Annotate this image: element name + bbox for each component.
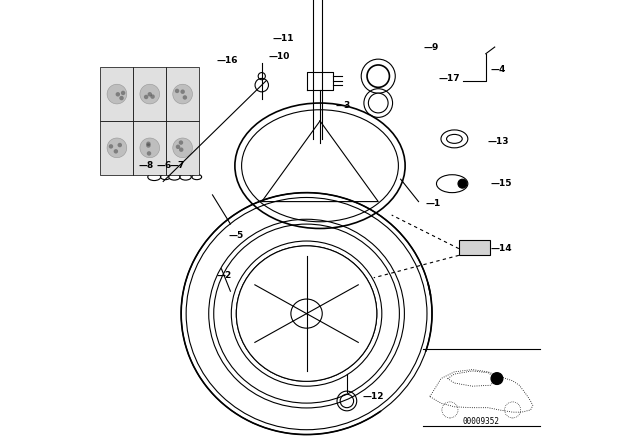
Circle shape: [115, 91, 120, 96]
Text: —4: —4: [490, 65, 506, 74]
Text: —5: —5: [228, 231, 243, 240]
Bar: [166, 121, 199, 175]
Ellipse shape: [291, 299, 323, 328]
Circle shape: [367, 65, 390, 87]
Text: —14: —14: [490, 244, 512, 253]
Text: 00009352: 00009352: [463, 417, 500, 426]
Bar: [100, 121, 133, 175]
Text: —17: —17: [439, 74, 460, 83]
Ellipse shape: [236, 246, 377, 381]
Circle shape: [491, 373, 503, 384]
Circle shape: [458, 179, 467, 188]
Bar: [166, 67, 199, 121]
Circle shape: [117, 151, 122, 156]
Circle shape: [107, 138, 127, 158]
Bar: [459, 240, 490, 255]
Ellipse shape: [180, 174, 191, 180]
Text: —1: —1: [425, 199, 440, 208]
Circle shape: [181, 95, 186, 100]
Text: —8: —8: [139, 161, 154, 170]
Ellipse shape: [192, 174, 202, 180]
Text: —9: —9: [423, 43, 438, 52]
Circle shape: [115, 146, 119, 151]
Text: —12: —12: [362, 392, 384, 401]
Ellipse shape: [169, 174, 180, 180]
Circle shape: [151, 90, 156, 95]
Text: —2: —2: [217, 271, 232, 280]
Text: —13: —13: [488, 137, 509, 146]
Text: —3: —3: [336, 101, 351, 110]
Circle shape: [116, 143, 121, 148]
Circle shape: [177, 88, 181, 92]
Circle shape: [173, 138, 193, 158]
Circle shape: [140, 84, 159, 104]
Circle shape: [147, 148, 152, 152]
Ellipse shape: [161, 174, 170, 180]
Circle shape: [182, 140, 187, 145]
Circle shape: [144, 146, 148, 151]
Circle shape: [120, 89, 124, 94]
Circle shape: [442, 402, 458, 418]
Circle shape: [109, 91, 113, 95]
Circle shape: [173, 84, 193, 104]
Circle shape: [182, 146, 186, 150]
Bar: [133, 121, 166, 175]
Text: —10: —10: [269, 52, 290, 60]
Bar: [133, 67, 166, 121]
Circle shape: [145, 91, 150, 96]
Circle shape: [148, 88, 152, 93]
Circle shape: [140, 138, 159, 158]
Circle shape: [177, 90, 181, 94]
Ellipse shape: [148, 173, 161, 181]
Circle shape: [180, 145, 185, 150]
Text: —7: —7: [170, 161, 186, 170]
Text: —11: —11: [273, 34, 294, 43]
Text: —6: —6: [157, 161, 172, 170]
Circle shape: [369, 93, 388, 113]
Text: —16: —16: [217, 56, 239, 65]
Circle shape: [504, 402, 521, 418]
Circle shape: [147, 146, 151, 151]
Text: —15: —15: [490, 179, 512, 188]
Circle shape: [107, 84, 127, 104]
Bar: [100, 67, 133, 121]
